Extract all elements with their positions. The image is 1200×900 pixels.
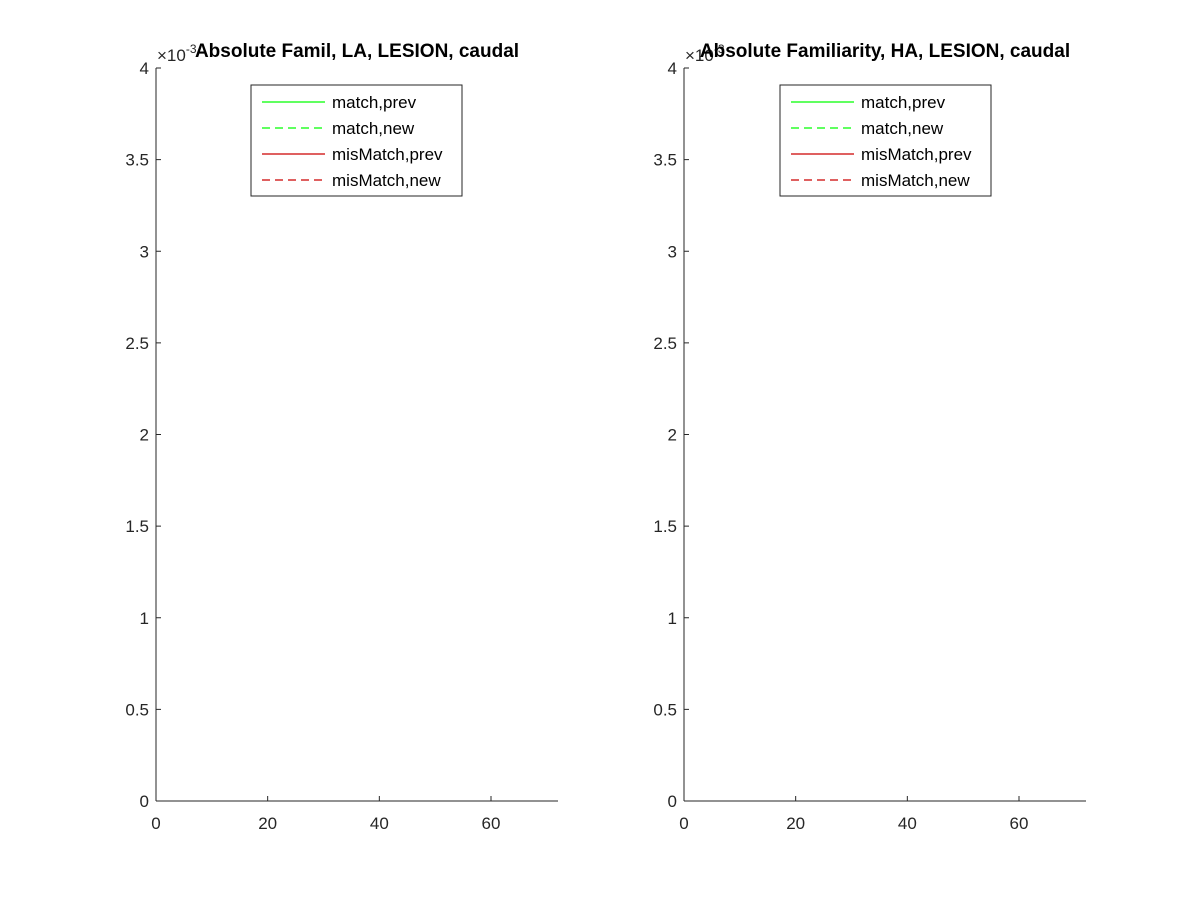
legend-label: misMatch,new — [861, 171, 970, 190]
y-tick-label: 2 — [668, 426, 677, 445]
legend-label: misMatch,new — [332, 171, 441, 190]
legend-label: misMatch,prev — [332, 145, 443, 164]
x-tick-label: 60 — [1010, 814, 1029, 833]
x-tick-label: 60 — [482, 814, 501, 833]
legend-label: match,new — [332, 119, 415, 138]
chart-title: Absolute Familiarity, HA, LESION, caudal — [700, 41, 1070, 62]
y-tick-label: 2.5 — [653, 334, 677, 353]
y-tick-label: 1 — [140, 609, 149, 628]
legend-label: misMatch,prev — [861, 145, 972, 164]
y-tick-label: 4 — [668, 59, 677, 78]
x-tick-label: 40 — [370, 814, 389, 833]
y-tick-label: 4 — [140, 59, 149, 78]
y-tick-label: 3.5 — [125, 151, 149, 170]
legend-box — [779, 84, 992, 197]
y-tick-label: 1.5 — [125, 517, 149, 536]
x-tick-label: 0 — [151, 814, 160, 833]
y-tick-label: 0.5 — [125, 700, 149, 719]
chart-title: Absolute Famil, LA, LESION, caudal — [195, 41, 519, 62]
y-tick-label: 2 — [140, 426, 149, 445]
y-exponent-label: ×10-3 — [157, 42, 197, 65]
y-tick-label: 0.5 — [653, 700, 677, 719]
legend-label: match,new — [861, 119, 944, 138]
y-tick-label: 3.5 — [653, 151, 677, 170]
x-tick-label: 20 — [258, 814, 277, 833]
y-tick-label: 1 — [668, 609, 677, 628]
y-exponent-label: ×10-3 — [685, 42, 725, 65]
x-tick-label: 20 — [786, 814, 805, 833]
x-tick-label: 40 — [898, 814, 917, 833]
y-tick-label: 1.5 — [653, 517, 677, 536]
y-tick-label: 2.5 — [125, 334, 149, 353]
legend-label: match,prev — [332, 93, 417, 112]
y-tick-label: 3 — [668, 242, 677, 261]
y-tick-label: 3 — [140, 242, 149, 261]
x-tick-label: 0 — [679, 814, 688, 833]
y-tick-label: 0 — [668, 792, 677, 811]
legend-label: match,prev — [861, 93, 946, 112]
y-tick-label: 0 — [140, 792, 149, 811]
legend-box — [250, 84, 463, 197]
